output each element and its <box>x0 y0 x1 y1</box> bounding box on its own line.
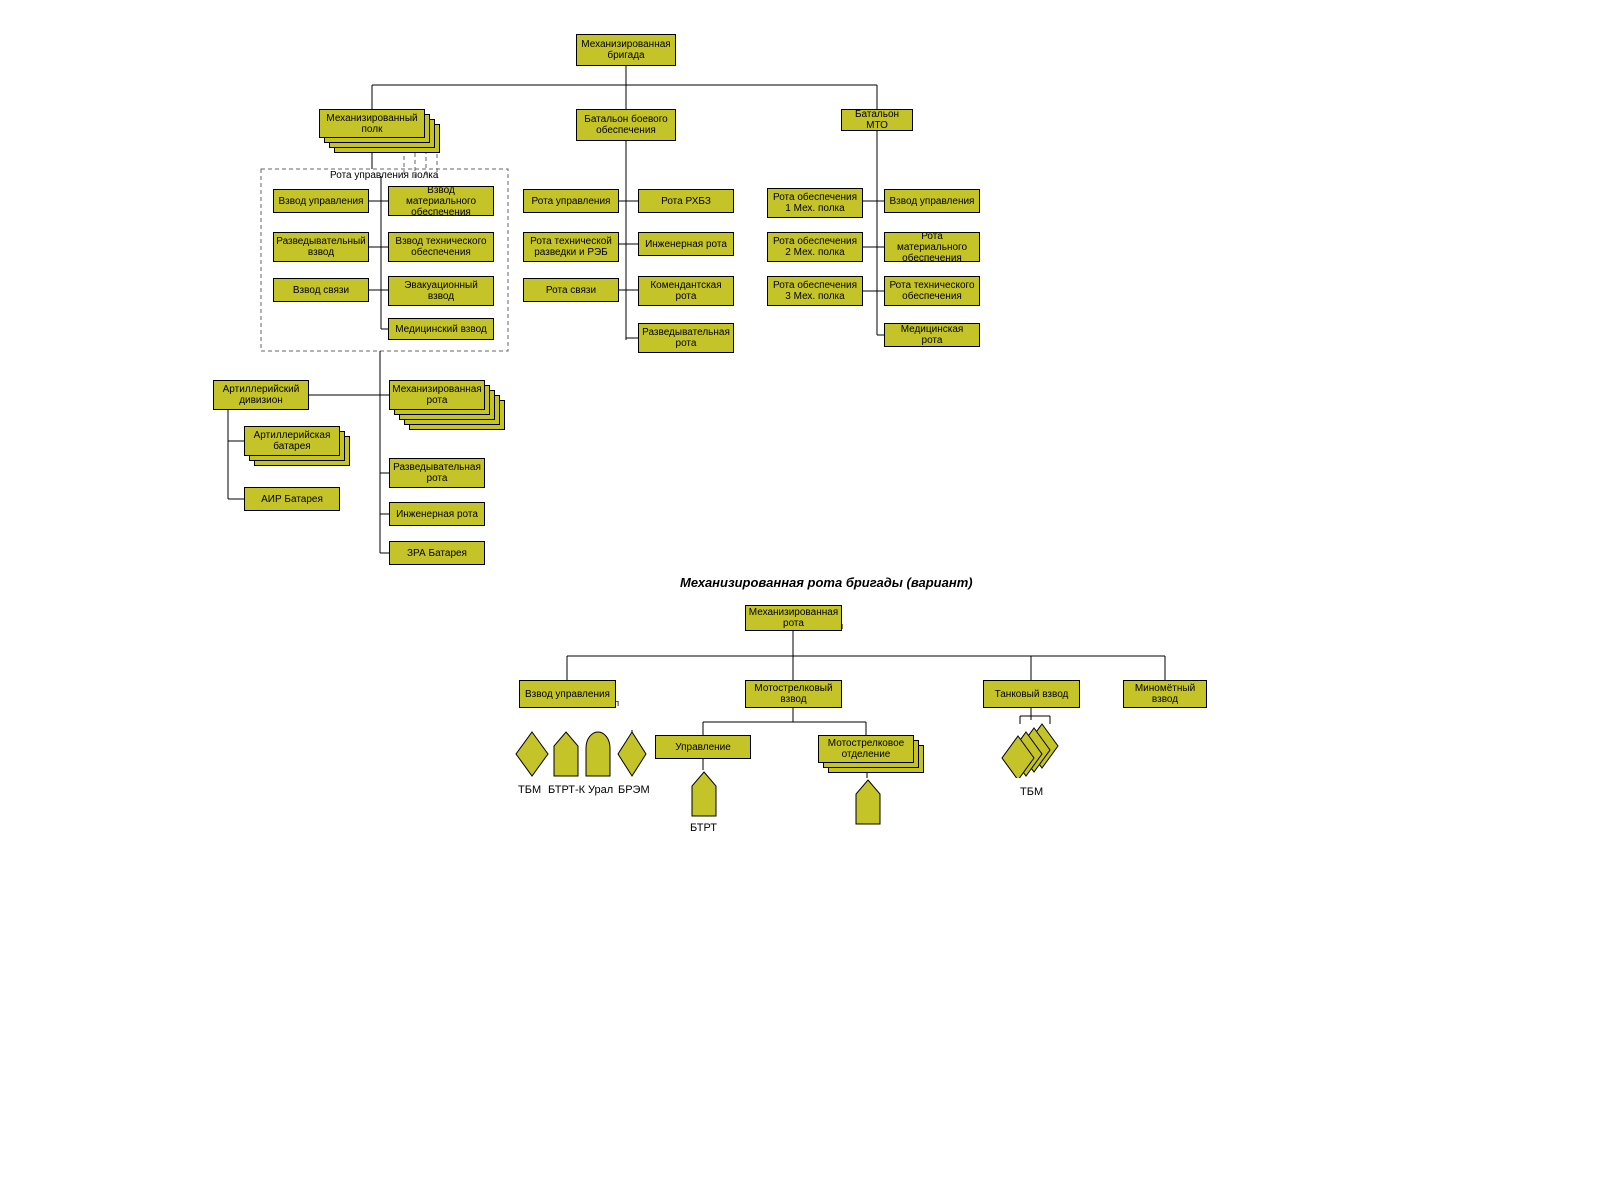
org-box-air_bat: АИР Батарея <box>244 487 340 511</box>
org-box-art_div: Артиллерийский дивизион <box>213 380 309 410</box>
org-box-art_bat: Артиллерийская батарея <box>244 426 340 456</box>
org-box-rmo: Рота материального обеспечения <box>884 232 980 262</box>
label-btrt: БТРТ <box>690 822 717 834</box>
org-box-vz_sv: Взвод связи <box>273 278 369 302</box>
vehicle-pentagon-icon <box>854 778 882 826</box>
org-box-mech_polk: Механизированный полк <box>319 109 425 138</box>
org-box-ms_otd: Мотострелковое отделение <box>818 735 914 763</box>
org-box-inzh_rota2: Инженерная рота <box>389 502 485 526</box>
org-box-ro3: Рота обеспечения 3 Мех. полка <box>767 276 863 306</box>
org-box-bat_mto: Батальон МТО <box>841 109 913 131</box>
org-box-rota_upr: Рота управления <box>523 189 619 213</box>
label-tbm: ТБМ <box>518 784 541 796</box>
org-box-vto: Взвод технического обеспечения <box>388 232 494 262</box>
label-brem: БРЭМ <box>618 784 650 796</box>
org-box-rota_rhbz: Рота РХБЗ <box>638 189 734 213</box>
org-box-min_vz: Миномётный взвод <box>1123 680 1207 708</box>
org-box-ro1: Рота обеспечения 1 Мех. полка <box>767 188 863 218</box>
org-box-mech_rota_root: Механизированная рота <box>745 605 842 631</box>
org-box-komend: Комендантская рота <box>638 276 734 306</box>
label-ural: Урал <box>588 784 613 796</box>
org-box-vmo: Взвод материального обеспечения <box>388 186 494 216</box>
section-title: Механизированная рота бригады (вариант) <box>680 575 973 590</box>
org-box-rota_sv: Рота связи <box>523 278 619 302</box>
org-box-ro2: Рота обеспечения 2 Мех. полка <box>767 232 863 262</box>
org-box-rota_trr: Рота технической разведки и РЭБ <box>523 232 619 262</box>
org-box-upravl: Управление <box>655 735 751 759</box>
vehicle-diamond-icon <box>616 730 648 778</box>
org-box-bat_boev: Батальон боевого обеспечения <box>576 109 676 141</box>
org-box-razv_vz: Разведывательный взвод <box>273 232 369 262</box>
org-box-vz_upr3: Взвод управления <box>519 680 616 708</box>
org-box-tank_vz: Танковый взвод <box>983 680 1080 708</box>
org-box-mech_rota: Механизированная рота <box>389 380 485 410</box>
label-tbm2: ТБМ <box>1020 786 1043 798</box>
org-box-ms_vz: Мотострелковый взвод <box>745 680 842 708</box>
org-box-med_rota: Медицинская рота <box>884 323 980 347</box>
conn-msotd <box>0 0 1604 1182</box>
org-chart-canvas: Механизированная рота бригады (вариант) … <box>0 0 1604 1182</box>
conn-btrt <box>0 0 1604 1182</box>
org-box-vz_upr: Взвод управления <box>273 189 369 213</box>
org-box-evak: Эвакуационный взвод <box>388 276 494 306</box>
vehicle-diamond-stack-icon <box>998 720 1064 778</box>
org-box-med_vz: Медицинский взвод <box>388 318 494 340</box>
org-box-root: Механизированная бригада <box>576 34 676 66</box>
vehicle-pentagon-icon <box>552 730 580 778</box>
vehicle-pentagon-icon <box>690 770 718 818</box>
frame-label: Рота управления полка <box>330 170 438 181</box>
org-box-vz_upr2: Взвод управления <box>884 189 980 213</box>
org-box-inzh_rota: Инженерная рота <box>638 232 734 256</box>
conn-tank <box>0 0 1604 1182</box>
vehicle-arch-icon <box>584 730 612 778</box>
label-btrtk: БТРТ-К <box>548 784 585 796</box>
org-box-razv_rota: Разведывательная рота <box>638 323 734 353</box>
connector-lines <box>0 0 1604 1182</box>
org-box-razv_rota2: Разведывательная рота <box>389 458 485 488</box>
vehicle-diamond-icon <box>514 730 550 778</box>
org-box-zra_bat: ЗРА Батарея <box>389 541 485 565</box>
org-box-rto: Рота технического обеспечения <box>884 276 980 306</box>
